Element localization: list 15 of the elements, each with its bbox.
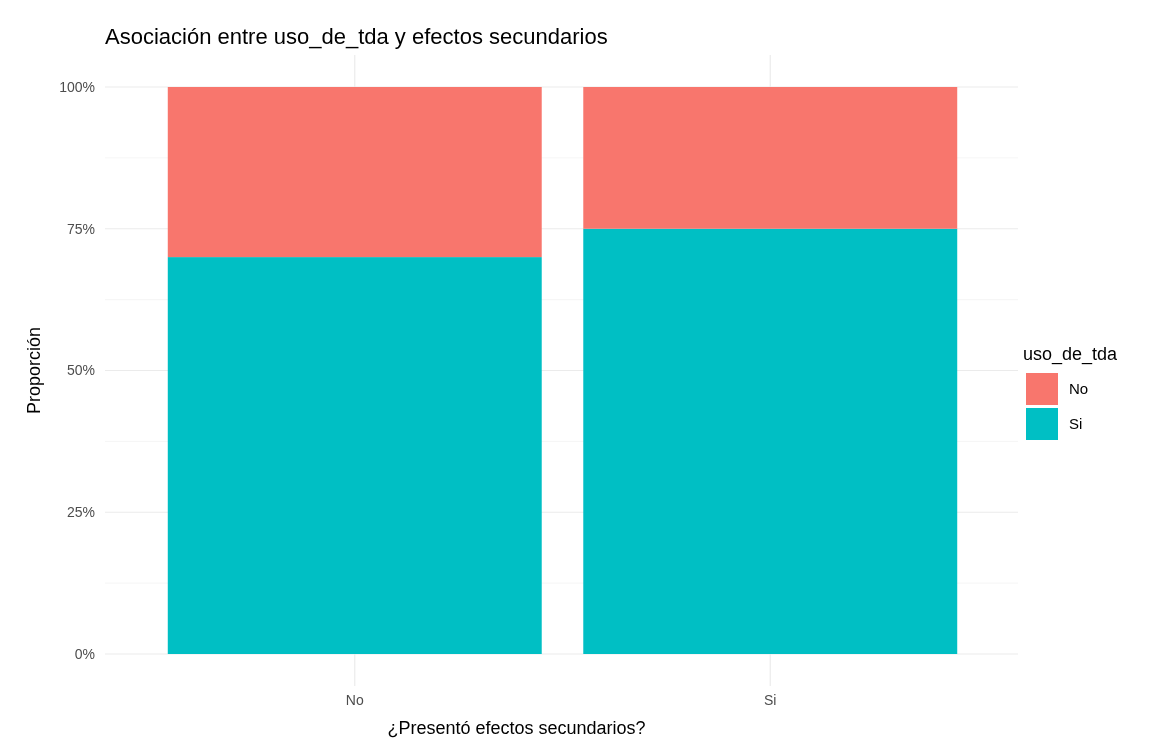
y-tick-label: 50% xyxy=(66,362,95,379)
x-axis-title: ¿Presentó efectos secundarios? xyxy=(387,718,646,738)
chart-title: Asociación entre uso_de_tda y efectos secundarios xyxy=(105,24,608,49)
legend-label: Si xyxy=(1069,415,1083,433)
bar xyxy=(167,87,542,258)
y-tick-label: 0% xyxy=(74,645,95,662)
y-tick-label: 100% xyxy=(59,78,95,95)
bar xyxy=(167,257,542,654)
legend-label: No xyxy=(1069,380,1089,398)
y-tick-label: 75% xyxy=(66,220,95,237)
bar xyxy=(583,87,958,229)
bar xyxy=(583,228,958,654)
legend-title: uso_de_tda xyxy=(1023,344,1119,365)
y-tick-label: 25% xyxy=(66,504,95,521)
y-axis-title: Proporción xyxy=(24,326,44,415)
